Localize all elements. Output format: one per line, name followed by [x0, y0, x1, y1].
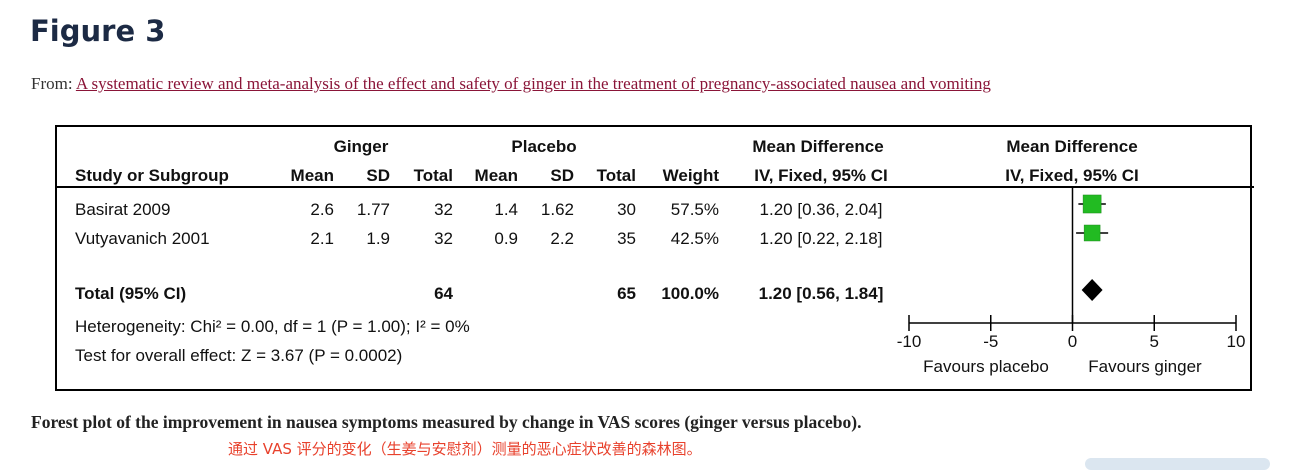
- x-tick-label: -10: [897, 332, 922, 351]
- header-sd1: SD: [366, 166, 390, 185]
- x-tick-label: 10: [1227, 332, 1246, 351]
- favours-right-label: Favours ginger: [1088, 357, 1202, 376]
- study-sd2: 2.2: [550, 229, 574, 248]
- study-name: Basirat 2009: [75, 200, 170, 219]
- study-weight: 42.5%: [671, 229, 719, 248]
- study-mean1: 2.1: [310, 229, 334, 248]
- study-total2: 35: [617, 229, 636, 248]
- favours-left-label: Favours placebo: [923, 357, 1049, 376]
- total-n1: 64: [434, 284, 453, 303]
- study-mean2: 0.9: [494, 229, 518, 248]
- study-ci: 1.20 [0.22, 2.18]: [760, 229, 883, 248]
- header-total2: Total: [597, 166, 636, 185]
- header-plot-title: Mean Difference: [1006, 137, 1137, 156]
- figure-title: Figure 3: [30, 14, 166, 48]
- heterogeneity-text: Heterogeneity: Chi² = 0.00, df = 1 (P = …: [75, 317, 470, 336]
- study-total2: 30: [617, 200, 636, 219]
- header-sd2: SD: [550, 166, 574, 185]
- x-tick-label: -5: [983, 332, 998, 351]
- forest-plot-panel: Ginger Placebo Mean Difference Mean Diff…: [55, 125, 1254, 391]
- header-effect: Mean Difference: [752, 137, 883, 156]
- study-total1: 32: [434, 229, 453, 248]
- study-sd1: 1.77: [357, 200, 390, 219]
- caption-translation: 通过 VAS 评分的变化（生姜与安慰剂）测量的恶心症状改善的森林图。: [228, 440, 702, 458]
- total-ci: 1.20 [0.56, 1.84]: [759, 284, 884, 303]
- study-mean2: 1.4: [494, 200, 518, 219]
- summary-diamond: [1081, 279, 1103, 301]
- study-ci: 1.20 [0.36, 2.04]: [760, 200, 883, 219]
- study-mean1: 2.6: [310, 200, 334, 219]
- header-mean1: Mean: [291, 166, 334, 185]
- study-name: Vutyavanich 2001: [75, 229, 210, 248]
- floating-widget[interactable]: [1085, 458, 1270, 470]
- header-weight: Weight: [663, 166, 720, 185]
- study-effect-marker: [1082, 194, 1102, 214]
- header-plot-method: IV, Fixed, 95% CI: [1005, 166, 1139, 185]
- x-tick-label: 5: [1150, 332, 1159, 351]
- total-n2: 65: [617, 284, 636, 303]
- header-total1: Total: [414, 166, 453, 185]
- forest-plot: Ginger Placebo Mean Difference Mean Diff…: [57, 137, 1254, 376]
- x-tick-label: 0: [1068, 332, 1077, 351]
- total-label: Total (95% CI): [75, 284, 186, 303]
- source-article-link[interactable]: A systematic review and meta-analysis of…: [75, 74, 991, 93]
- header-group1: Ginger: [334, 137, 389, 156]
- source-line: From: A systematic review and meta-analy…: [31, 74, 991, 94]
- overall-effect-text: Test for overall effect: Z = 3.67 (P = 0…: [75, 346, 402, 365]
- study-weight: 57.5%: [671, 200, 719, 219]
- header-study: Study or Subgroup: [75, 166, 229, 185]
- total-weight: 100.0%: [661, 284, 719, 303]
- header-mean2: Mean: [475, 166, 518, 185]
- from-label: From:: [31, 74, 73, 93]
- study-effect-marker: [1083, 224, 1101, 242]
- plot-marks: -10 -5 0 5 10: [897, 188, 1246, 351]
- study-sd2: 1.62: [541, 200, 574, 219]
- figure-caption: Forest plot of the improvement in nausea…: [31, 412, 862, 432]
- study-sd1: 1.9: [366, 229, 390, 248]
- study-total1: 32: [434, 200, 453, 219]
- header-group2: Placebo: [511, 137, 576, 156]
- header-method: IV, Fixed, 95% CI: [754, 166, 888, 185]
